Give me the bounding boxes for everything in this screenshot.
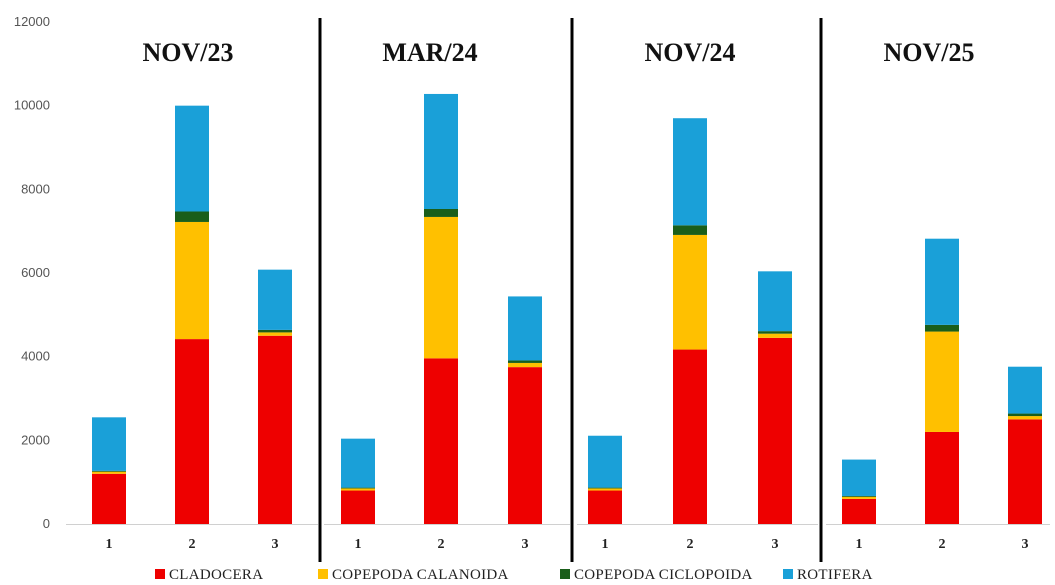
bar-segment-cladocera bbox=[588, 490, 622, 524]
bars bbox=[92, 93, 1042, 524]
bar-segment-rotifera bbox=[925, 238, 959, 325]
bar-segment-copepoda-ciclopoida bbox=[842, 495, 876, 497]
legend-label: ROTIFERA bbox=[797, 567, 873, 583]
panel-title: MAR/24 bbox=[382, 38, 477, 67]
bar-segment-cladocera bbox=[758, 337, 792, 524]
bar-segment-cladocera bbox=[258, 335, 292, 524]
legend-swatch bbox=[560, 569, 570, 579]
bar-segment-copepoda-calanoida bbox=[424, 216, 458, 359]
x-tick-label: 1 bbox=[602, 537, 609, 552]
y-tick-label: 2000 bbox=[21, 432, 50, 447]
x-tick-label: 3 bbox=[772, 537, 779, 552]
x-tick-label: 3 bbox=[1022, 537, 1029, 552]
panel-title: NOV/24 bbox=[645, 38, 736, 67]
bar-segment-copepoda-ciclopoida bbox=[588, 487, 622, 489]
bar-segment-cladocera bbox=[1008, 419, 1042, 524]
bar-segment-rotifera bbox=[588, 435, 622, 488]
legend-swatch bbox=[783, 569, 793, 579]
x-axis-ticks: 1 2 3 1 2 3 1 2 3 1 2 3 bbox=[106, 537, 1029, 552]
y-tick-label: 4000 bbox=[21, 349, 50, 364]
panel-title: NOV/25 bbox=[884, 38, 975, 67]
bar-segment-copepoda-ciclopoida bbox=[175, 211, 209, 222]
bar-segment-cladocera bbox=[508, 367, 542, 524]
legend: CLADOCERA COPEPODA CALANOIDA COPEPODA CICL… bbox=[155, 567, 873, 583]
bar-segment-copepoda-calanoida bbox=[258, 332, 292, 336]
bar-segment-copepoda-calanoida bbox=[758, 333, 792, 338]
legend-swatch bbox=[155, 569, 165, 579]
y-tick-label: 10000 bbox=[14, 98, 50, 113]
panel-titles: NOV/23 MAR/24 NOV/24 NOV/25 bbox=[143, 38, 975, 67]
legend-label: CLADOCERA bbox=[169, 567, 263, 583]
bar-segment-copepoda-calanoida bbox=[673, 234, 707, 350]
bar-segment-cladocera bbox=[175, 339, 209, 524]
x-tick-label: 2 bbox=[189, 537, 196, 552]
x-tick-label: 1 bbox=[106, 537, 113, 552]
y-tick-label: 8000 bbox=[21, 181, 50, 196]
x-tick-label: 3 bbox=[272, 537, 279, 552]
bar-segment-rotifera bbox=[1008, 366, 1042, 414]
y-tick-label: 0 bbox=[43, 516, 50, 531]
bar-segment-cladocera bbox=[842, 498, 876, 524]
bar-segment-cladocera bbox=[424, 358, 458, 524]
legend-swatch bbox=[318, 569, 328, 579]
y-axis: 0 2000 4000 6000 8000 10000 12000 bbox=[14, 14, 50, 531]
x-tick-label: 2 bbox=[687, 537, 694, 552]
x-tick-label: 2 bbox=[939, 537, 946, 552]
bar-segment-rotifera bbox=[673, 118, 707, 226]
x-tick-label: 2 bbox=[438, 537, 445, 552]
bar-segment-rotifera bbox=[92, 417, 126, 471]
y-tick-label: 12000 bbox=[14, 14, 50, 29]
x-tick-label: 1 bbox=[856, 537, 863, 552]
bar-segment-copepoda-calanoida bbox=[92, 471, 126, 474]
bar-segment-copepoda-ciclopoida bbox=[758, 331, 792, 334]
bar-segment-copepoda-ciclopoida bbox=[92, 470, 126, 472]
bar-segment-rotifera bbox=[758, 271, 792, 332]
bar-segment-copepoda-ciclopoida bbox=[508, 360, 542, 363]
panel-dividers bbox=[318, 18, 823, 562]
panel-title: NOV/23 bbox=[143, 38, 234, 67]
legend-label: COPEPODA CICLOPOIDA bbox=[574, 567, 753, 583]
bar-segment-cladocera bbox=[925, 431, 959, 524]
y-tick-label: 6000 bbox=[21, 265, 50, 280]
bar-segment-rotifera bbox=[258, 269, 292, 330]
bar-segment-rotifera bbox=[842, 459, 876, 496]
bar-segment-copepoda-ciclopoida bbox=[258, 329, 292, 333]
x-tick-label: 3 bbox=[522, 537, 529, 552]
legend-label: COPEPODA CALANOIDA bbox=[332, 567, 509, 583]
bar-segment-copepoda-calanoida bbox=[341, 488, 375, 491]
bar-segment-rotifera bbox=[341, 438, 375, 488]
bar-segment-rotifera bbox=[508, 296, 542, 361]
bar-segment-cladocera bbox=[92, 473, 126, 524]
bar-segment-rotifera bbox=[175, 105, 209, 212]
bar-segment-copepoda-ciclopoida bbox=[925, 324, 959, 332]
bar-segment-copepoda-calanoida bbox=[588, 488, 622, 491]
bar-segment-copepoda-calanoida bbox=[175, 221, 209, 340]
bar-segment-copepoda-ciclopoida bbox=[424, 208, 458, 217]
bar-segment-copepoda-calanoida bbox=[508, 362, 542, 368]
bar-segment-cladocera bbox=[341, 490, 375, 524]
bar-segment-copepoda-ciclopoida bbox=[1008, 413, 1042, 417]
bar-segment-copepoda-calanoida bbox=[1008, 416, 1042, 420]
bar-segment-rotifera bbox=[424, 93, 458, 209]
bar-segment-copepoda-ciclopoida bbox=[673, 225, 707, 235]
bar-segment-copepoda-ciclopoida bbox=[341, 487, 375, 489]
x-tick-label: 1 bbox=[355, 537, 362, 552]
bar-segment-cladocera bbox=[673, 349, 707, 524]
bar-segment-copepoda-calanoida bbox=[925, 331, 959, 432]
bar-segment-copepoda-calanoida bbox=[842, 496, 876, 499]
